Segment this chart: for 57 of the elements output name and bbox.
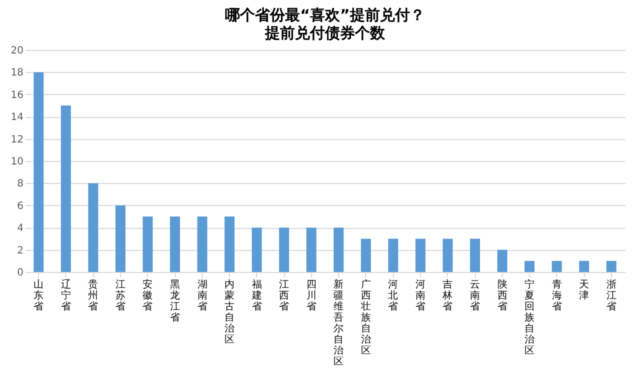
x-tick-label: 广西壮族自治区 — [360, 278, 371, 356]
bar — [360, 238, 371, 272]
x-tick-label: 浙江省 — [606, 278, 616, 312]
bar — [579, 260, 590, 272]
x-tick-label: 山东省 — [34, 278, 44, 312]
x-tick-label: 陕西省 — [497, 278, 508, 312]
bar — [88, 183, 98, 272]
bar — [279, 228, 290, 272]
x-tick-label: 天津 — [579, 280, 590, 302]
x-tick-label: 青海省 — [552, 278, 562, 312]
bar — [60, 106, 71, 272]
chart-subtitle: 提前兑付债券个数 — [264, 24, 386, 42]
bar — [115, 205, 126, 272]
y-tick-label: 4 — [17, 223, 24, 234]
bar — [334, 228, 344, 272]
y-tick-label: 18 — [10, 68, 24, 79]
bar — [197, 216, 208, 272]
x-tick-label: 河北省 — [388, 278, 398, 312]
y-tick-label: 8 — [17, 178, 24, 190]
x-tick-label: 云南省 — [470, 280, 480, 312]
x-tick-label: 黑龙江省 — [170, 280, 180, 324]
x-tick-label: 新疆维吾尔自治区 — [334, 278, 344, 368]
bar — [224, 216, 235, 272]
x-tick-label: 安徽省 — [142, 278, 153, 312]
bar — [388, 238, 398, 272]
bar — [606, 260, 616, 272]
bar — [524, 260, 535, 272]
y-tick-label: 10 — [10, 156, 24, 168]
y-tick-label: 0 — [17, 268, 24, 278]
bar — [552, 260, 562, 272]
x-tick-label: 江西省 — [279, 278, 290, 312]
bar — [306, 228, 316, 272]
x-tick-label: 河南省 — [415, 278, 426, 312]
y-tick-label: 14 — [10, 112, 24, 124]
y-tick-label: 20 — [10, 46, 24, 56]
x-tick-label: 辽宁省 — [60, 278, 71, 312]
bar — [497, 250, 508, 272]
y-tick-label: 2 — [17, 245, 24, 256]
bar — [252, 228, 262, 272]
bar — [415, 238, 426, 272]
bar — [34, 72, 44, 272]
x-tick-label: 四川省 — [306, 280, 316, 312]
x-tick-label: 福建省 — [250, 278, 262, 312]
x-tick-label: 江苏省 — [115, 278, 126, 312]
x-tick-label: 吉林省 — [442, 278, 453, 312]
y-tick-label: 16 — [10, 90, 24, 101]
bar — [170, 216, 180, 272]
y-tick-label: 12 — [10, 134, 24, 146]
bar — [442, 238, 453, 272]
chart-title: 哪个省份最“喜欢”提前兑付？ — [225, 6, 425, 24]
x-tick-label: 湖南省 — [197, 278, 208, 312]
x-tick-label: 内蒙古自治区 — [224, 278, 235, 346]
bar — [142, 216, 153, 272]
x-tick-label: 宁夏回族自治区 — [524, 278, 535, 356]
bar — [470, 238, 480, 272]
x-tick-label: 贵州省 — [88, 278, 98, 312]
y-tick-label: 6 — [17, 200, 24, 212]
